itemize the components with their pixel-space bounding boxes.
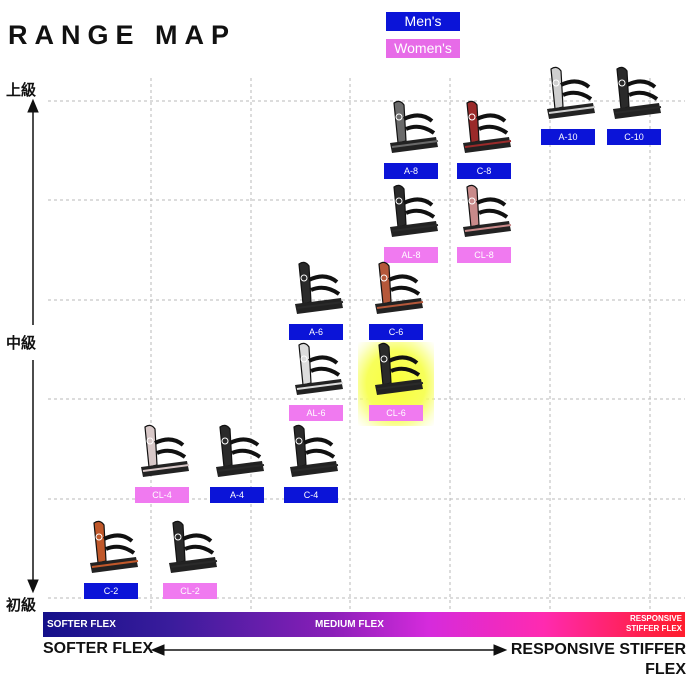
binding-image-c-2	[80, 517, 144, 581]
binding-label-a-10: A-10	[541, 129, 595, 145]
binding-label-al-8: AL-8	[384, 247, 438, 263]
binding-image-c-8	[453, 97, 517, 161]
binding-image-al-8	[380, 181, 444, 245]
level-advanced: 上級	[6, 82, 37, 99]
legend-womens: Women's	[386, 39, 460, 58]
horizontal-axis-arrow	[150, 644, 508, 656]
binding-image-al-6	[285, 339, 349, 403]
binding-image-c-4	[280, 421, 344, 485]
binding-label-cl-2: CL-2	[163, 583, 217, 599]
flexbar-stiff-label: RESPONSIVE STIFFER FLEX	[592, 614, 682, 634]
axis-stiff-label: RESPONSIVE STIFFER FLEX	[486, 640, 686, 680]
binding-image-cl-4	[131, 421, 195, 485]
legend-mens: Men's	[386, 12, 460, 31]
binding-image-a-10	[537, 63, 601, 127]
binding-label-c-8: C-8	[457, 163, 511, 179]
binding-image-cl-8	[453, 181, 517, 245]
binding-label-cl-4: CL-4	[135, 487, 189, 503]
binding-label-c-10: C-10	[607, 129, 661, 145]
binding-image-cl-6	[365, 339, 429, 403]
binding-label-a-4: A-4	[210, 487, 264, 503]
binding-label-c-4: C-4	[284, 487, 338, 503]
axis-stiff-line2: FLEX	[645, 661, 686, 678]
binding-label-cl-8: CL-8	[457, 247, 511, 263]
binding-label-a-8: A-8	[384, 163, 438, 179]
binding-image-c-6	[365, 258, 429, 322]
axis-stiff-line1: RESPONSIVE STIFFER	[510, 641, 686, 658]
flex-gradient-bar	[43, 612, 685, 637]
flexbar-stiff-line2: STIFFER FLEX	[626, 624, 682, 633]
binding-image-cl-2	[159, 517, 223, 581]
level-intermediate: 中級	[6, 335, 37, 352]
binding-label-a-6: A-6	[289, 324, 343, 340]
binding-image-a-4	[206, 421, 270, 485]
binding-label-al-6: AL-6	[289, 405, 343, 421]
axis-soft-label: SOFTER FLEX	[43, 640, 154, 657]
vertical-axis-arrow	[27, 98, 39, 594]
binding-image-c-10	[603, 63, 667, 127]
flexbar-soft-label: SOFTER FLEX	[47, 619, 116, 630]
page-title: RANGE MAP	[8, 20, 237, 50]
flexbar-medium-label: MEDIUM FLEX	[315, 619, 384, 630]
flexbar-stiff-line1: RESPONSIVE	[629, 614, 682, 623]
level-beginner: 初級	[6, 597, 37, 614]
binding-image-a-8	[380, 97, 444, 161]
binding-label-cl-6: CL-6	[369, 405, 423, 421]
binding-label-c-2: C-2	[84, 583, 138, 599]
binding-label-c-6: C-6	[369, 324, 423, 340]
binding-image-a-6	[285, 258, 349, 322]
